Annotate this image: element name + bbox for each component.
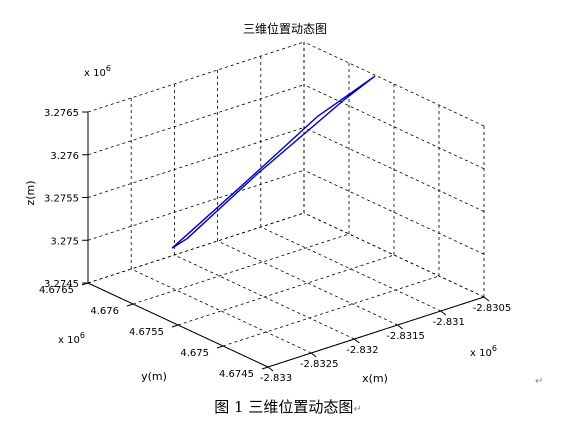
y-tick-label: 4.676 (90, 306, 119, 317)
z-multiplier: x 106 (84, 64, 111, 79)
y-multiplier-base: x 10 (58, 335, 80, 346)
x-tick-mark (267, 366, 274, 372)
x-multiplier: x 106 (470, 344, 497, 359)
x-tick-mark (310, 352, 317, 358)
x-multiplier-exponent: 6 (492, 344, 497, 353)
y-tick-label: 4.6745 (219, 369, 254, 380)
grid-line-y-floor (222, 275, 440, 347)
caption-return-mark: ↵ (353, 404, 362, 415)
y-axis-label: y(m) (141, 370, 167, 383)
y-tick-label: 4.6765 (39, 285, 74, 296)
grid-line-y-floor (132, 233, 350, 305)
grid-line-z-backwall (87, 41, 305, 113)
x-axis-line (267, 296, 485, 368)
z-tick-label: 3.2755 (44, 194, 79, 205)
grid-layer (87, 41, 485, 368)
grid-line-z-backwall (87, 169, 305, 241)
axes-layer (81, 111, 490, 372)
z-multiplier-base: x 10 (84, 68, 106, 79)
z-tick-label: 3.276 (50, 151, 79, 162)
z-multiplier-exponent: 6 (106, 64, 111, 73)
trajectory-line (171, 75, 376, 249)
z-tick-label: 3.2745 (44, 279, 79, 290)
y-tick-mark (171, 324, 179, 328)
x-tick-label: -2.832 (346, 345, 378, 356)
y-tick-mark (216, 345, 224, 349)
figure-caption: 图 1 三维位置动态图↵ (0, 396, 576, 417)
y-tick-mark (126, 303, 134, 307)
x-tick-mark (397, 324, 403, 330)
series-layer (171, 75, 376, 249)
x-tick-mark (483, 296, 490, 302)
x-tick-label: -2.8325 (300, 359, 339, 370)
x-tick-mark (354, 338, 360, 344)
grid-line-z-backwall (87, 84, 305, 156)
x-tick-label: -2.8315 (386, 331, 425, 342)
x-axis-label: x(m) (362, 372, 388, 385)
y-multiplier: x 106 (58, 331, 85, 346)
tick-labels: -2.833 -2.8325 -2.832 -2.8315 -2.831 -2.8305 4… (39, 108, 511, 384)
caption-text: 图 1 三维位置动态图 (214, 398, 354, 416)
grid-line-z-backwall (87, 127, 305, 198)
y-multiplier-exponent: 6 (80, 331, 85, 340)
return-mark: ↵ (535, 376, 544, 387)
x-tick-label: -2.831 (433, 317, 465, 328)
grid-line-x-floor (217, 240, 398, 326)
x-tick-label: -2.8305 (473, 303, 512, 314)
z-tick-label: 3.2765 (44, 108, 79, 119)
x-tick-mark (440, 310, 447, 316)
y-tick-label: 4.6755 (129, 327, 164, 338)
grid-line-x-floor (131, 268, 312, 354)
x-tick-label: -2.833 (260, 373, 292, 384)
z-axis-label: z(m) (24, 180, 37, 205)
y-tick-mark (261, 366, 269, 370)
grid-line-y-floor (87, 212, 305, 284)
x-multiplier-base: x 10 (470, 348, 492, 359)
chart-3d-plot: -2.833 -2.8325 -2.832 -2.8315 -2.831 -2.8305 4… (24, 21, 511, 385)
z-tick-label: 3.275 (50, 236, 79, 247)
grid-line-y-floor (177, 254, 395, 326)
y-tick-label: 4.675 (180, 348, 209, 359)
chart-title: 三维位置动态图 (243, 21, 327, 36)
